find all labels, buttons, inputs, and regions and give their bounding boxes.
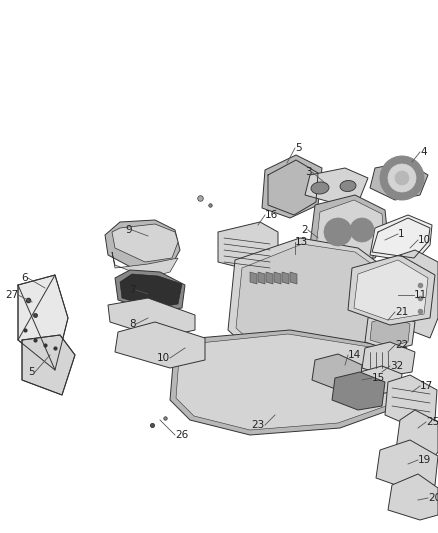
- Polygon shape: [358, 366, 402, 394]
- Polygon shape: [370, 316, 410, 346]
- Polygon shape: [112, 252, 178, 278]
- Polygon shape: [176, 334, 390, 430]
- Polygon shape: [385, 375, 437, 428]
- Text: 5: 5: [28, 367, 35, 377]
- Polygon shape: [112, 224, 178, 262]
- Polygon shape: [262, 155, 322, 218]
- Polygon shape: [354, 260, 428, 320]
- Text: 27: 27: [5, 290, 18, 300]
- Text: 2: 2: [301, 225, 308, 235]
- Polygon shape: [310, 195, 388, 262]
- Polygon shape: [370, 162, 428, 200]
- Polygon shape: [115, 270, 185, 312]
- Polygon shape: [108, 298, 195, 338]
- Polygon shape: [376, 440, 438, 490]
- Polygon shape: [388, 474, 438, 520]
- Circle shape: [395, 171, 409, 185]
- Text: 20: 20: [428, 493, 438, 503]
- Text: 16: 16: [265, 210, 278, 220]
- Text: 19: 19: [418, 455, 431, 465]
- Text: 26: 26: [175, 430, 188, 440]
- Polygon shape: [218, 222, 278, 272]
- Text: 10: 10: [157, 353, 170, 363]
- Circle shape: [380, 156, 424, 200]
- Ellipse shape: [311, 182, 329, 194]
- Polygon shape: [236, 244, 382, 354]
- Polygon shape: [365, 312, 415, 350]
- Text: 10: 10: [418, 235, 431, 245]
- Polygon shape: [282, 272, 289, 284]
- Polygon shape: [120, 274, 182, 308]
- Polygon shape: [396, 250, 438, 338]
- Text: 32: 32: [390, 361, 403, 371]
- Polygon shape: [290, 272, 297, 284]
- Circle shape: [350, 218, 374, 242]
- Text: 25: 25: [426, 417, 438, 427]
- Polygon shape: [170, 330, 395, 435]
- Polygon shape: [22, 335, 75, 395]
- Text: 23: 23: [252, 420, 265, 430]
- Ellipse shape: [340, 181, 356, 191]
- Polygon shape: [266, 272, 273, 284]
- Polygon shape: [316, 200, 384, 262]
- Polygon shape: [258, 272, 265, 284]
- Text: 9: 9: [125, 225, 132, 235]
- Text: 3: 3: [305, 167, 312, 177]
- Text: 13: 13: [295, 237, 308, 247]
- Polygon shape: [228, 238, 388, 358]
- Circle shape: [388, 164, 416, 192]
- Polygon shape: [332, 372, 385, 410]
- Text: 21: 21: [395, 307, 408, 317]
- Text: 5: 5: [295, 143, 302, 153]
- Text: 22: 22: [395, 340, 408, 350]
- Polygon shape: [348, 255, 435, 325]
- Text: 6: 6: [21, 273, 28, 283]
- Polygon shape: [396, 410, 438, 462]
- Polygon shape: [274, 272, 281, 284]
- Polygon shape: [18, 275, 68, 370]
- Text: 17: 17: [420, 381, 433, 391]
- Polygon shape: [312, 354, 362, 390]
- Polygon shape: [370, 215, 432, 262]
- Text: 11: 11: [414, 290, 427, 300]
- Polygon shape: [250, 272, 257, 284]
- Polygon shape: [305, 168, 368, 202]
- Polygon shape: [105, 220, 180, 272]
- Text: 4: 4: [420, 147, 427, 157]
- Text: 15: 15: [372, 373, 385, 383]
- Text: 8: 8: [129, 319, 136, 329]
- Text: 14: 14: [348, 350, 361, 360]
- Circle shape: [324, 218, 352, 246]
- Text: 1: 1: [398, 229, 405, 239]
- Text: 7: 7: [129, 285, 136, 295]
- Polygon shape: [115, 322, 205, 368]
- Polygon shape: [362, 342, 415, 376]
